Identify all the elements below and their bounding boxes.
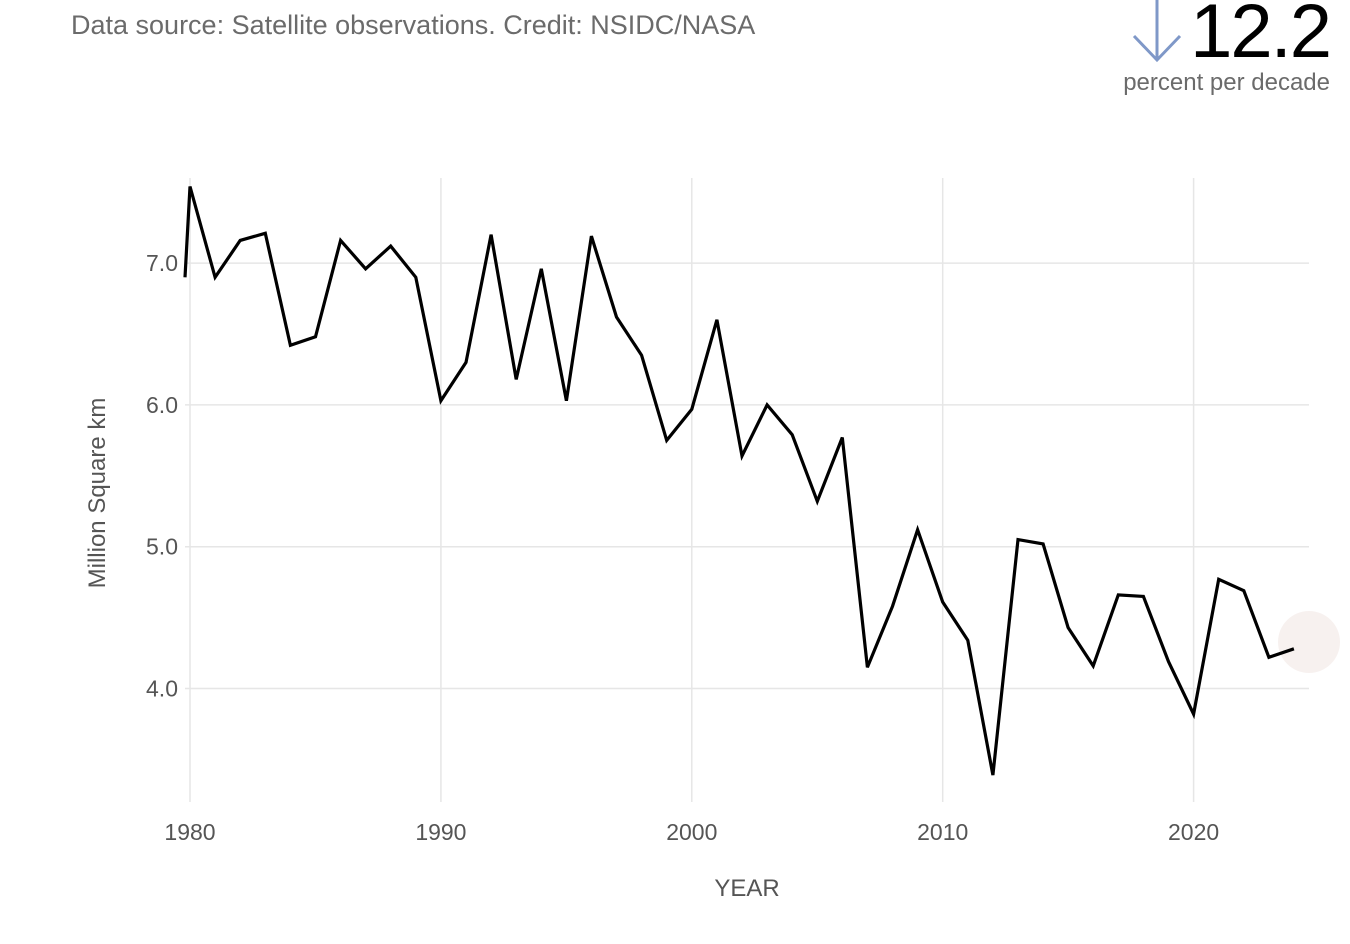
series-line	[183, 186, 1295, 776]
trend-stat: 12.2 percent per decade	[1123, 0, 1332, 97]
x-tick-label: 1990	[415, 819, 466, 845]
end-marker-halo	[1278, 611, 1340, 673]
x-tick-label: 2010	[917, 819, 968, 845]
data-source-caption: Data source: Satellite observations. Cre…	[71, 10, 756, 40]
y-tick-label: 6.0	[146, 392, 178, 418]
y-tick-label: 7.0	[146, 250, 178, 276]
y-tick-label: 5.0	[146, 534, 178, 560]
grid-lines	[185, 178, 1309, 802]
x-tick-label: 2020	[1168, 819, 1219, 845]
arrow-head	[1132, 34, 1182, 63]
x-tick-label: 1980	[164, 819, 215, 845]
trend-unit: percent per decade	[1123, 69, 1330, 97]
x-axis-ticks: 1980 1990 2000 2010 2020	[164, 819, 1219, 845]
arrow-down-icon	[1132, 0, 1182, 63]
trend-value: 12.2	[1190, 0, 1332, 74]
y-axis-ticks: 4.0 5.0 6.0 7.0	[146, 250, 178, 701]
y-tick-label: 4.0	[146, 676, 178, 702]
y-axis-title: Million Square km	[84, 398, 111, 589]
x-tick-label: 2000	[666, 819, 717, 845]
x-axis-title: YEAR	[714, 875, 779, 902]
